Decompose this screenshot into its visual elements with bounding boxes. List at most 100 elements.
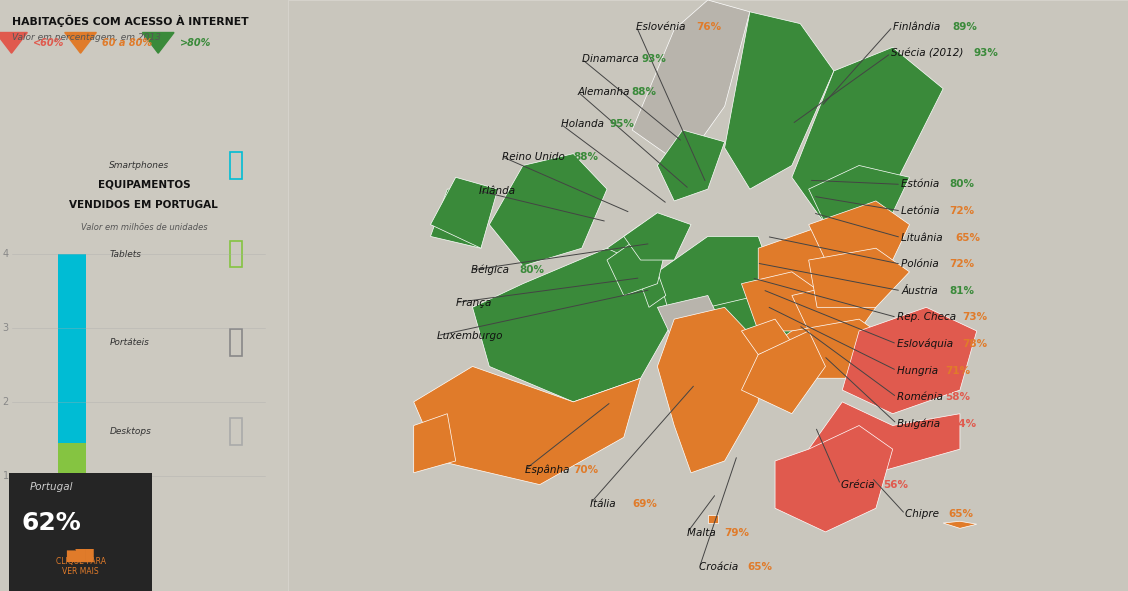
Text: ▇█▉: ▇█▉ [67,549,95,562]
Text: 93%: 93% [973,48,998,58]
Polygon shape [142,33,174,53]
Text: Holanda: Holanda [561,119,607,129]
Text: 80%: 80% [519,265,544,275]
Polygon shape [809,248,909,307]
Polygon shape [607,225,666,284]
Text: 89%: 89% [952,22,977,31]
Text: Itália: Itália [590,499,619,508]
Text: >80%: >80% [179,38,211,48]
Polygon shape [624,213,691,260]
Polygon shape [641,272,666,307]
Text: 4: 4 [2,249,9,259]
Text: Valor em percentagem, em 2013: Valor em percentagem, em 2013 [11,33,160,41]
Polygon shape [658,236,775,331]
Text: Smartphones: Smartphones [109,161,169,170]
Text: Hungria: Hungria [897,366,941,375]
Polygon shape [431,189,490,248]
Text: 70%: 70% [573,465,598,475]
Text: 72%: 72% [950,206,975,216]
Text: Desktops: Desktops [109,427,151,436]
Text: 73%: 73% [962,313,988,322]
Bar [230,152,241,178]
Text: VENDIDOS EM PORTUGAL: VENDIDOS EM PORTUGAL [70,200,218,210]
Text: Finlândia: Finlândia [892,22,943,31]
Text: <60%: <60% [33,38,64,48]
Polygon shape [288,0,1128,591]
Polygon shape [843,307,977,414]
Text: 94%: 94% [503,331,528,340]
Text: Chipre: Chipre [906,509,943,519]
Polygon shape [708,515,717,523]
Text: 95%: 95% [609,119,634,129]
Polygon shape [741,319,792,355]
Text: Grécia: Grécia [840,480,878,489]
Text: 82%: 82% [499,298,523,307]
Bar [20,529,49,550]
Polygon shape [724,12,834,189]
Polygon shape [0,33,27,53]
Bar [58,254,86,443]
Text: Luxemburgo: Luxemburgo [438,331,506,340]
Polygon shape [658,307,758,473]
Text: 81%: 81% [950,286,975,296]
Polygon shape [741,272,826,331]
Text: 62%: 62% [21,511,81,535]
Bar [58,526,86,550]
Text: CLIQUE PARA
VER MAIS: CLIQUE PARA VER MAIS [55,557,106,576]
Text: Portáteis: Portáteis [109,338,149,348]
Polygon shape [809,165,909,225]
Text: Estónia: Estónia [901,180,943,189]
Text: Letónia: Letónia [901,206,943,216]
Polygon shape [64,33,96,53]
Polygon shape [708,296,826,343]
Bar [20,509,49,529]
Text: 3: 3 [2,323,9,333]
Text: 2: 2 [2,397,9,407]
Text: 78%: 78% [962,339,988,349]
Text: Tablets: Tablets [109,249,141,259]
Polygon shape [607,236,666,296]
Text: Portugal: Portugal [30,482,73,492]
Polygon shape [809,201,909,260]
Text: Bulgária: Bulgária [897,418,943,429]
Text: HABITAÇÕES COM ACESSO À INTERNET: HABITAÇÕES COM ACESSO À INTERNET [11,15,248,27]
Text: Lituânia: Lituânia [901,233,946,242]
Polygon shape [792,284,875,331]
Polygon shape [792,47,943,236]
Bar [230,241,241,267]
Polygon shape [809,402,960,473]
Text: 65%: 65% [748,563,773,572]
Text: 72%: 72% [950,259,975,269]
Text: Bélgica: Bélgica [470,265,512,275]
Polygon shape [414,414,456,473]
Text: Irlânda: Irlânda [479,186,519,196]
Text: 69%: 69% [633,499,658,508]
Text: 58%: 58% [945,392,970,402]
Text: 79%: 79% [724,528,749,538]
Polygon shape [943,521,977,528]
Text: Áustria: Áustria [901,286,941,296]
Text: Eslováquia: Eslováquia [897,339,957,349]
Text: Polónia: Polónia [901,259,942,269]
Polygon shape [414,366,641,485]
Text: 56%: 56% [883,480,908,489]
Text: 65%: 65% [948,509,973,519]
Bar [230,418,241,444]
Text: 93%: 93% [642,54,667,64]
Text: Suécia (2012): Suécia (2012) [891,48,967,58]
Bar [58,478,86,526]
Text: Valor em milhões de unidades: Valor em milhões de unidades [80,223,208,232]
Polygon shape [758,225,875,319]
Polygon shape [431,177,497,248]
Text: 54%: 54% [951,419,976,428]
Text: Croácia: Croácia [699,563,742,572]
Text: Malta: Malta [687,528,719,538]
Text: 1: 1 [2,471,9,480]
Text: 88%: 88% [632,87,656,96]
Text: 80%: 80% [950,180,975,189]
Text: Roménia: Roménia [897,392,946,402]
Polygon shape [741,331,826,414]
Polygon shape [658,130,724,201]
Bar [230,330,241,356]
Text: 76%: 76% [696,22,721,31]
